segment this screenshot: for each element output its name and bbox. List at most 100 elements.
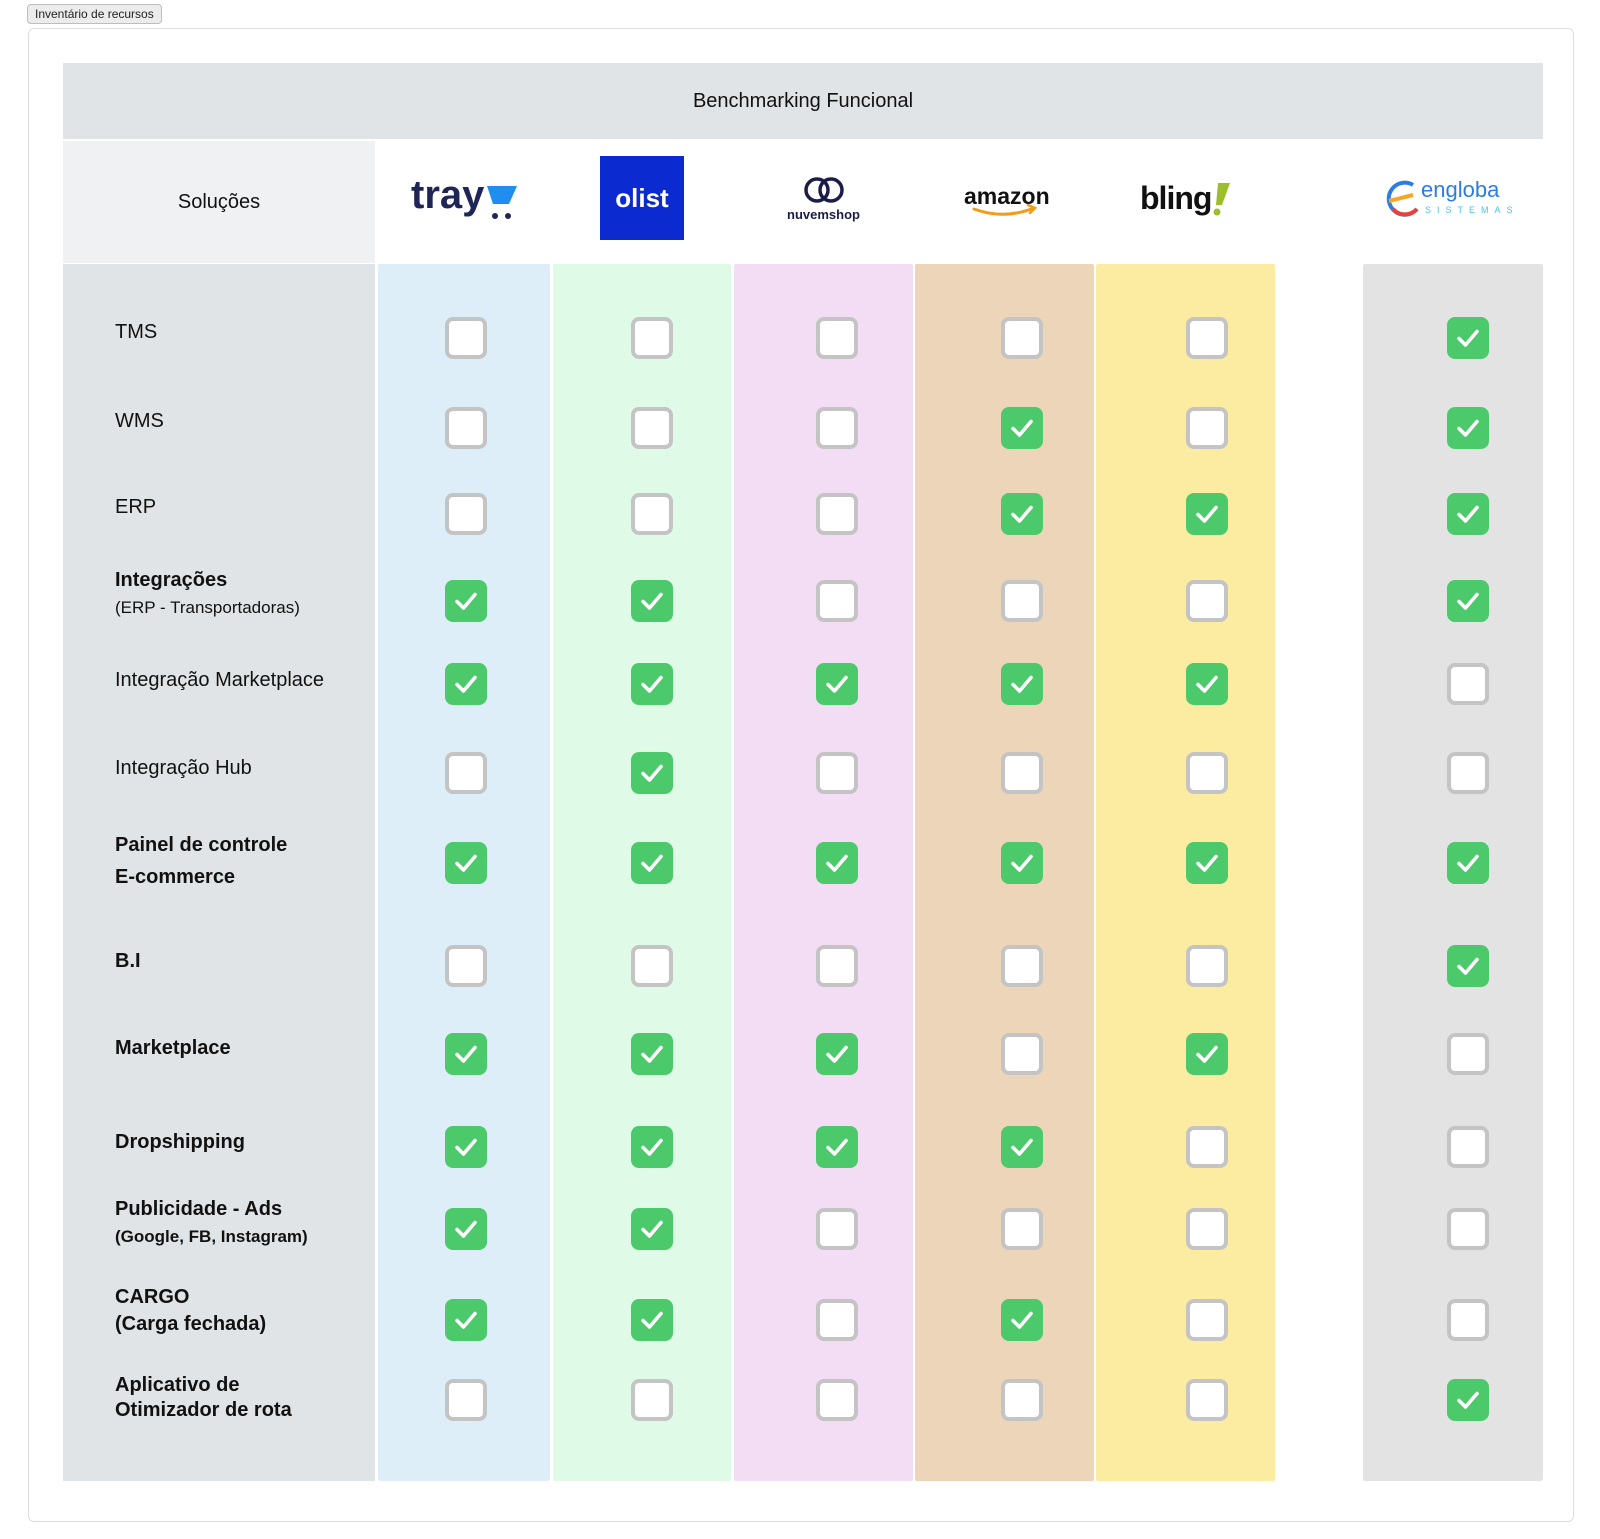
unchecked-checkbox-engloba[interactable] bbox=[1447, 1126, 1489, 1168]
unchecked-checkbox-tray[interactable] bbox=[445, 493, 487, 535]
checked-checkbox-tray[interactable] bbox=[445, 1299, 487, 1341]
checkmark-icon bbox=[1009, 1307, 1035, 1333]
unchecked-checkbox-amazon[interactable] bbox=[1001, 1208, 1043, 1250]
row-label-text: Integração Hub bbox=[115, 757, 252, 779]
checked-checkbox-engloba[interactable] bbox=[1447, 842, 1489, 884]
checked-checkbox-tray[interactable] bbox=[445, 842, 487, 884]
checked-checkbox-olist[interactable] bbox=[631, 1208, 673, 1250]
checked-checkbox-engloba[interactable] bbox=[1447, 945, 1489, 987]
checked-checkbox-bling[interactable] bbox=[1186, 493, 1228, 535]
unchecked-checkbox-bling[interactable] bbox=[1186, 1379, 1228, 1421]
checked-checkbox-olist[interactable] bbox=[631, 1033, 673, 1075]
checked-checkbox-olist[interactable] bbox=[631, 1126, 673, 1168]
unchecked-checkbox-engloba[interactable] bbox=[1447, 663, 1489, 705]
unchecked-checkbox-engloba[interactable] bbox=[1447, 752, 1489, 794]
checkmark-icon bbox=[639, 760, 665, 786]
row-label-marketplace: Marketplace bbox=[115, 1033, 231, 1063]
checked-checkbox-amazon[interactable] bbox=[1001, 1126, 1043, 1168]
unchecked-checkbox-nuvemshop[interactable] bbox=[816, 493, 858, 535]
checked-checkbox-engloba[interactable] bbox=[1447, 407, 1489, 449]
unchecked-checkbox-olist[interactable] bbox=[631, 407, 673, 449]
unchecked-checkbox-engloba[interactable] bbox=[1447, 1033, 1489, 1075]
checkmark-icon bbox=[824, 1134, 850, 1160]
checked-checkbox-nuvemshop[interactable] bbox=[816, 842, 858, 884]
unchecked-checkbox-amazon[interactable] bbox=[1001, 580, 1043, 622]
checked-checkbox-amazon[interactable] bbox=[1001, 663, 1043, 705]
checked-checkbox-nuvemshop[interactable] bbox=[816, 1033, 858, 1075]
checkmark-icon bbox=[1009, 850, 1035, 876]
row-label-text: Aplicativo de bbox=[115, 1374, 240, 1396]
unchecked-checkbox-bling[interactable] bbox=[1186, 1126, 1228, 1168]
checked-checkbox-olist[interactable] bbox=[631, 663, 673, 705]
unchecked-checkbox-amazon[interactable] bbox=[1001, 317, 1043, 359]
checked-checkbox-bling[interactable] bbox=[1186, 663, 1228, 705]
unchecked-checkbox-olist[interactable] bbox=[631, 1379, 673, 1421]
row-label-text: WMS bbox=[115, 410, 164, 432]
checked-checkbox-engloba[interactable] bbox=[1447, 580, 1489, 622]
unchecked-checkbox-bling[interactable] bbox=[1186, 945, 1228, 987]
checked-checkbox-nuvemshop[interactable] bbox=[816, 1126, 858, 1168]
unchecked-checkbox-tray[interactable] bbox=[445, 945, 487, 987]
checked-checkbox-amazon[interactable] bbox=[1001, 842, 1043, 884]
resource-inventory-tag: Inventário de recursos bbox=[27, 4, 162, 24]
unchecked-checkbox-amazon[interactable] bbox=[1001, 752, 1043, 794]
checked-checkbox-engloba[interactable] bbox=[1447, 493, 1489, 535]
unchecked-checkbox-olist[interactable] bbox=[631, 317, 673, 359]
unchecked-checkbox-tray[interactable] bbox=[445, 317, 487, 359]
unchecked-checkbox-nuvemshop[interactable] bbox=[816, 1379, 858, 1421]
checkmark-icon bbox=[824, 1041, 850, 1067]
unchecked-checkbox-nuvemshop[interactable] bbox=[816, 752, 858, 794]
unchecked-checkbox-nuvemshop[interactable] bbox=[816, 317, 858, 359]
row-label-cargo: CARGO (Carga fechada) bbox=[115, 1285, 266, 1339]
checkmark-icon bbox=[1455, 501, 1481, 527]
checked-checkbox-bling[interactable] bbox=[1186, 1033, 1228, 1075]
unchecked-checkbox-amazon[interactable] bbox=[1001, 1379, 1043, 1421]
checked-checkbox-tray[interactable] bbox=[445, 1208, 487, 1250]
row-label-text: CARGO bbox=[115, 1286, 190, 1308]
checked-checkbox-olist[interactable] bbox=[631, 580, 673, 622]
unchecked-checkbox-bling[interactable] bbox=[1186, 1208, 1228, 1250]
unchecked-checkbox-bling[interactable] bbox=[1186, 1299, 1228, 1341]
checkmark-icon bbox=[639, 1216, 665, 1242]
olist-logo: olist bbox=[553, 155, 731, 241]
checkmark-icon bbox=[1194, 501, 1220, 527]
unchecked-checkbox-engloba[interactable] bbox=[1447, 1208, 1489, 1250]
unchecked-checkbox-tray[interactable] bbox=[445, 752, 487, 794]
checked-checkbox-engloba[interactable] bbox=[1447, 317, 1489, 359]
unchecked-checkbox-amazon[interactable] bbox=[1001, 945, 1043, 987]
unchecked-checkbox-nuvemshop[interactable] bbox=[816, 1299, 858, 1341]
unchecked-checkbox-bling[interactable] bbox=[1186, 317, 1228, 359]
checked-checkbox-tray[interactable] bbox=[445, 1033, 487, 1075]
row-label-text: TMS bbox=[115, 321, 158, 343]
unchecked-checkbox-engloba[interactable] bbox=[1447, 1299, 1489, 1341]
checked-checkbox-tray[interactable] bbox=[445, 1126, 487, 1168]
unchecked-checkbox-nuvemshop[interactable] bbox=[816, 580, 858, 622]
unchecked-checkbox-tray[interactable] bbox=[445, 1379, 487, 1421]
unchecked-checkbox-bling[interactable] bbox=[1186, 407, 1228, 449]
checkmark-icon bbox=[1194, 1041, 1220, 1067]
unchecked-checkbox-amazon[interactable] bbox=[1001, 1033, 1043, 1075]
checked-checkbox-bling[interactable] bbox=[1186, 842, 1228, 884]
checked-checkbox-amazon[interactable] bbox=[1001, 1299, 1043, 1341]
unchecked-checkbox-olist[interactable] bbox=[631, 493, 673, 535]
bling-column bbox=[1096, 264, 1275, 1481]
checkmark-icon bbox=[1455, 1387, 1481, 1413]
checked-checkbox-olist[interactable] bbox=[631, 1299, 673, 1341]
checked-checkbox-amazon[interactable] bbox=[1001, 407, 1043, 449]
unchecked-checkbox-nuvemshop[interactable] bbox=[816, 407, 858, 449]
unchecked-checkbox-nuvemshop[interactable] bbox=[816, 945, 858, 987]
nuvemshop-cloud-icon bbox=[803, 176, 844, 203]
unchecked-checkbox-nuvemshop[interactable] bbox=[816, 1208, 858, 1250]
checked-checkbox-tray[interactable] bbox=[445, 663, 487, 705]
checked-checkbox-nuvemshop[interactable] bbox=[816, 663, 858, 705]
row-label-text: B.I bbox=[115, 950, 141, 972]
checked-checkbox-olist[interactable] bbox=[631, 752, 673, 794]
unchecked-checkbox-tray[interactable] bbox=[445, 407, 487, 449]
checked-checkbox-olist[interactable] bbox=[631, 842, 673, 884]
checked-checkbox-amazon[interactable] bbox=[1001, 493, 1043, 535]
unchecked-checkbox-olist[interactable] bbox=[631, 945, 673, 987]
unchecked-checkbox-bling[interactable] bbox=[1186, 752, 1228, 794]
unchecked-checkbox-bling[interactable] bbox=[1186, 580, 1228, 622]
checked-checkbox-tray[interactable] bbox=[445, 580, 487, 622]
checked-checkbox-engloba[interactable] bbox=[1447, 1379, 1489, 1421]
